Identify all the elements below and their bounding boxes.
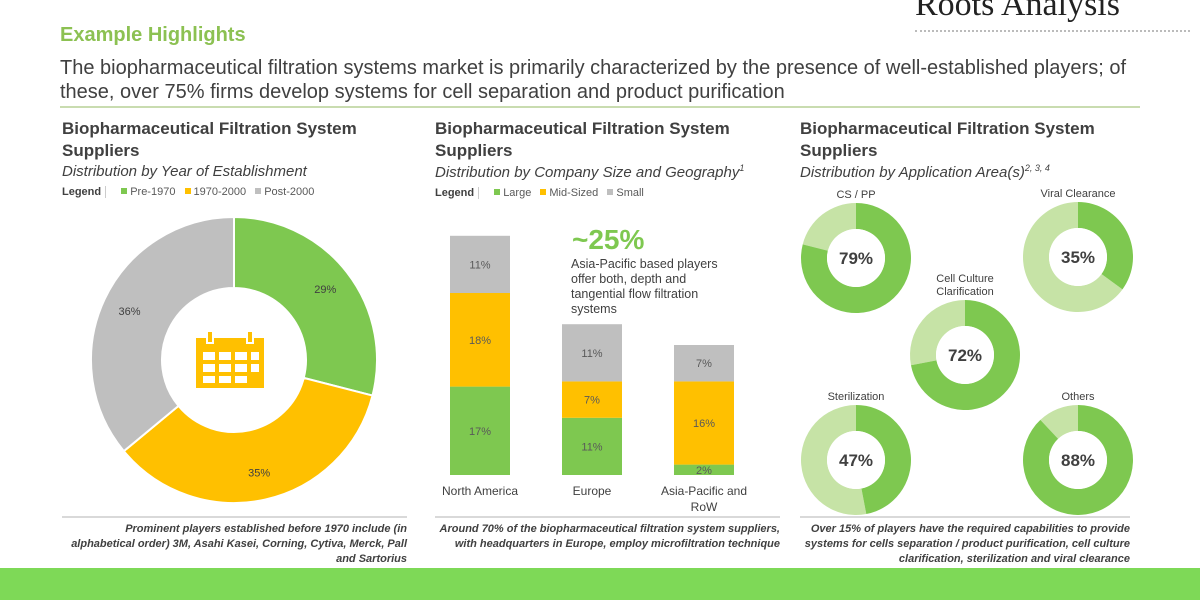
footnote-ref: 1 [739, 163, 745, 173]
donut-remainder [800, 405, 867, 515]
legend-item: Post-2000 [264, 186, 315, 198]
bar-value-label: 17% [469, 426, 491, 438]
calendar-icon [193, 330, 267, 395]
legend-item: Pre-1970 [130, 186, 176, 198]
donut-slice [122, 376, 374, 504]
panel-title: Biopharmaceutical Filtration System Supp… [800, 119, 1095, 160]
callout-text: Asia-Pacific based players offer both, d… [571, 257, 718, 316]
bar-value-label: 11% [469, 259, 490, 271]
donut-hole [827, 431, 885, 489]
bar-value-label: 2% [696, 465, 712, 477]
bar-value-label: 7% [696, 358, 712, 370]
panel-establishment: Biopharmaceutical Filtration System Supp… [62, 118, 407, 198]
donut-value: 47% [839, 451, 873, 470]
legend-swatch [255, 188, 262, 194]
donut-value: 79% [839, 249, 873, 268]
legend-item: Small [616, 187, 644, 199]
donut-fill [910, 300, 1020, 410]
bar-segment-large [674, 464, 734, 475]
donut-value: 88% [1061, 451, 1095, 470]
bar-segment-mid-sized [674, 381, 734, 465]
size-geography-bar-chart: 17% 18% 11% North America 11% 7% 11% Europe 2% 16… [442, 235, 747, 514]
bar-segment-small [674, 345, 734, 382]
legend-item: Mid-Sized [549, 187, 599, 199]
category-label: RoW [691, 500, 718, 514]
panel-application: Biopharmaceutical Filtration System Supp… [800, 118, 1145, 181]
roots-analysis-logo: Roots Analysis [915, 0, 1120, 23]
legend-swatch [540, 189, 547, 195]
bar-value-label: 7% [584, 395, 600, 407]
donut-remainder [910, 300, 965, 366]
legend-swatch [494, 189, 501, 195]
donut-label: Cell Culture [936, 273, 993, 285]
donut-remainder [1040, 405, 1078, 439]
bar-segment-small [450, 235, 510, 293]
bar-segment-large [562, 417, 622, 475]
category-label: Asia-Pacific and [661, 484, 747, 498]
donut-label: Others [1061, 391, 1095, 403]
panel-title: Biopharmaceutical Filtration System Supp… [435, 119, 730, 160]
donut-slice [233, 215, 378, 397]
slice-label: 29% [314, 284, 336, 296]
establishment-donut-chart: 29% 35% 36% [90, 215, 378, 504]
category-label: Europe [573, 484, 612, 498]
donut-label: Viral Clearance [1040, 188, 1115, 200]
summary-text: The biopharmaceutical filtration systems… [60, 57, 1127, 103]
legend-label: Legend [62, 186, 107, 198]
bar-value-label: 11% [581, 441, 602, 453]
legend-swatch [607, 189, 614, 195]
donut-label: Clarification [936, 286, 993, 298]
donut-remainder [1023, 202, 1123, 312]
application-donut-charts: 79% CS / PP 35% Viral Clearance 72% Cell Cult… [800, 188, 1133, 515]
panel-note: Prominent players established before 197… [62, 516, 407, 567]
panel-note: Around 70% of the biopharmaceutical filt… [435, 516, 780, 552]
donut-label: CS / PP [836, 189, 875, 201]
donut-value: 35% [1061, 248, 1095, 267]
subtitle-text: Distribution by Application Area(s) [800, 164, 1025, 181]
donut-fill [856, 405, 911, 515]
legend-swatch [121, 188, 128, 194]
donut-slice [90, 215, 235, 453]
panel-title: Biopharmaceutical Filtration System Supp… [62, 119, 357, 160]
bar-value-label: 18% [469, 335, 491, 347]
panel-subtitle: Distribution by Year of Establishment [62, 163, 307, 180]
legend-swatch [184, 188, 191, 194]
category-label: North America [442, 484, 518, 498]
panel-subtitle: Distribution by Company Size and Geograp… [435, 163, 780, 181]
footer-bar [0, 568, 1200, 600]
donut-value: 72% [948, 346, 982, 365]
bar-segment-mid-sized [562, 381, 622, 418]
logo-underline [915, 30, 1190, 32]
bar-value-label: 11% [581, 348, 602, 360]
donut-hole [1049, 431, 1107, 489]
divider [60, 106, 1140, 108]
donut-hole [936, 326, 994, 384]
legend: Legend Large Mid-Sized Small [435, 187, 780, 199]
panel-size-geography: Biopharmaceutical Filtration System Supp… [435, 118, 780, 199]
slice-label: 36% [118, 306, 140, 318]
donut-hole [1049, 228, 1107, 286]
bar-segment-large [450, 386, 510, 475]
legend-item: Large [503, 187, 532, 199]
donut-hole [827, 229, 885, 287]
section-title: Example Highlights [60, 24, 246, 46]
bar-segment-small [562, 324, 622, 382]
legend-item: 1970-2000 [193, 186, 247, 198]
panel-subtitle: Distribution by Application Area(s)2, 3,… [800, 163, 1145, 181]
bar-value-label: 16% [693, 418, 715, 430]
donut-fill [1078, 202, 1133, 290]
panel-note: Over 15% of players have the required ca… [800, 516, 1130, 567]
legend-label: Legend [435, 187, 480, 199]
footnote-ref: 2, 3, 4 [1024, 163, 1050, 173]
donut-fill [1023, 405, 1133, 515]
callout-value: ~25% [572, 224, 645, 255]
donut-remainder [802, 203, 856, 251]
slice-label: 35% [248, 468, 270, 480]
donut-fill [801, 203, 911, 313]
bar-segment-mid-sized [450, 293, 510, 387]
donut-label: Sterilization [828, 391, 885, 403]
subtitle-text: Distribution by Company Size and Geograp… [435, 164, 740, 181]
legend: Legend Pre-1970 1970-2000 Post-2000 [62, 186, 407, 198]
